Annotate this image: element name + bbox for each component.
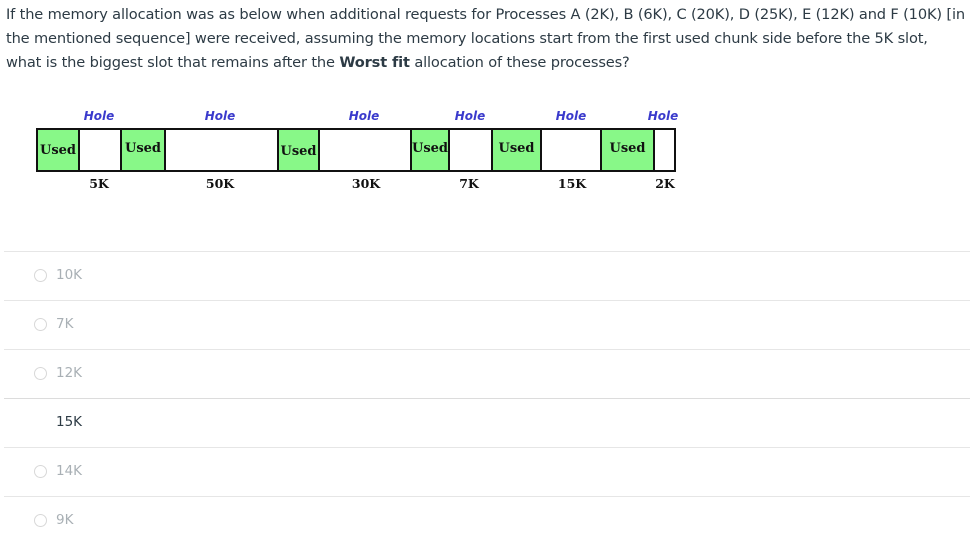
question-text-part-1: If the memory allocation was as below wh… <box>6 6 965 71</box>
used-block-4: Used <box>412 130 450 170</box>
hole-size-5k: 5K <box>89 176 109 191</box>
option-label: 9K <box>56 512 74 528</box>
option-label: 7K <box>56 316 74 332</box>
answer-option-9k[interactable]: 9K <box>34 510 73 530</box>
hole-title-2k: Hole <box>647 109 679 123</box>
radio-button[interactable] <box>34 268 47 282</box>
hole-title-5k: Hole <box>83 109 115 123</box>
hole-block-2k <box>655 130 674 170</box>
hole-block-50k <box>166 130 279 170</box>
hole-title-50k: Hole <box>204 109 236 123</box>
divider <box>4 447 970 448</box>
radio-button[interactable] <box>34 513 47 527</box>
hole-size-30k: 30K <box>351 176 381 191</box>
used-label: Used <box>280 144 317 159</box>
used-block-2: Used <box>122 130 166 170</box>
option-label: 14K <box>56 463 83 479</box>
radio-button[interactable] <box>34 366 47 380</box>
hole-block-5k <box>80 130 122 170</box>
used-block-3: Used <box>279 130 320 170</box>
used-block-1: Used <box>38 130 80 170</box>
used-label: Used <box>411 141 449 156</box>
answer-option-14k[interactable]: 14K <box>34 461 82 481</box>
hole-title-30k: Hole <box>348 109 380 123</box>
option-label: 15K <box>56 414 83 430</box>
hole-title-7k: Hole <box>454 109 486 123</box>
answer-option-7k[interactable]: 7K <box>34 314 73 334</box>
question-text-part-2: allocation of these processes? <box>409 54 630 71</box>
hole-size-50k: 50K <box>205 176 235 191</box>
used-label: Used <box>498 141 535 156</box>
answer-option-10k[interactable]: 10K <box>34 265 82 285</box>
radio-button[interactable] <box>34 317 47 331</box>
used-label: Used <box>39 142 77 158</box>
used-block-5: Used <box>493 130 542 170</box>
question-text: If the memory allocation was as below wh… <box>6 3 966 75</box>
hole-size-7k: 7K <box>459 176 479 191</box>
radio-button[interactable] <box>34 464 47 478</box>
divider <box>4 496 970 497</box>
used-label: Used <box>124 141 162 156</box>
question-emphasis: Worst fit <box>339 54 410 71</box>
hole-size-2k: 2K <box>655 176 675 191</box>
hole-block-7k <box>450 130 493 170</box>
divider <box>4 349 970 350</box>
used-block-6: Used <box>602 130 655 170</box>
answer-option-15k-selected[interactable]: 15K <box>34 412 82 432</box>
hole-size-15k: 15K <box>557 176 587 191</box>
divider <box>4 398 970 399</box>
hole-block-15k <box>542 130 602 170</box>
divider <box>4 251 970 252</box>
memory-allocation-diagram: Hole Hole Hole Hole Hole Hole Used Used … <box>0 0 700 200</box>
hole-title-15k: Hole <box>555 109 587 123</box>
hole-block-30k <box>320 130 412 170</box>
option-label: 12K <box>56 365 83 381</box>
answer-option-12k[interactable]: 12K <box>34 363 82 383</box>
divider <box>4 300 970 301</box>
memory-bar: Used Used Used Used Used Used <box>36 128 676 172</box>
used-label: Used <box>609 141 646 156</box>
option-label: 10K <box>56 267 83 283</box>
